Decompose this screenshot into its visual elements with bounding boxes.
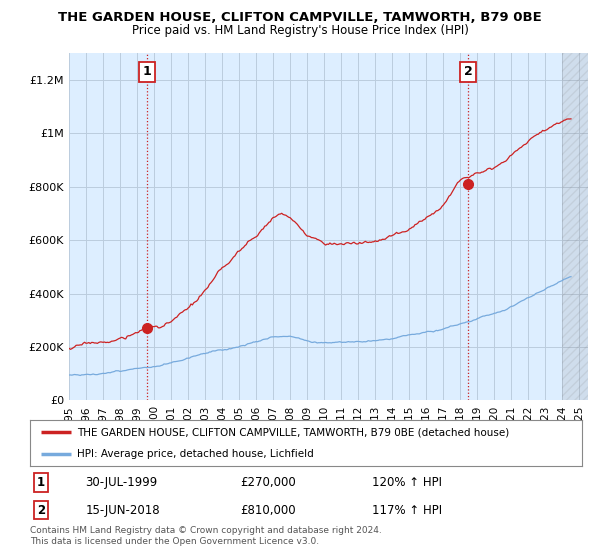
Text: 1: 1 bbox=[37, 477, 45, 489]
Text: Price paid vs. HM Land Registry's House Price Index (HPI): Price paid vs. HM Land Registry's House … bbox=[131, 24, 469, 36]
Text: 120% ↑ HPI: 120% ↑ HPI bbox=[372, 477, 442, 489]
Text: Contains HM Land Registry data © Crown copyright and database right 2024.
This d: Contains HM Land Registry data © Crown c… bbox=[30, 526, 382, 546]
Text: 117% ↑ HPI: 117% ↑ HPI bbox=[372, 503, 442, 516]
Text: THE GARDEN HOUSE, CLIFTON CAMPVILLE, TAMWORTH, B79 0BE (detached house): THE GARDEN HOUSE, CLIFTON CAMPVILLE, TAM… bbox=[77, 427, 509, 437]
Text: 15-JUN-2018: 15-JUN-2018 bbox=[85, 503, 160, 516]
Text: £270,000: £270,000 bbox=[240, 477, 296, 489]
Text: 2: 2 bbox=[464, 66, 473, 78]
Text: THE GARDEN HOUSE, CLIFTON CAMPVILLE, TAMWORTH, B79 0BE: THE GARDEN HOUSE, CLIFTON CAMPVILLE, TAM… bbox=[58, 11, 542, 24]
Text: £810,000: £810,000 bbox=[240, 503, 295, 516]
Bar bbox=[562, 53, 600, 400]
Text: 30-JUL-1999: 30-JUL-1999 bbox=[85, 477, 157, 489]
Text: HPI: Average price, detached house, Lichfield: HPI: Average price, detached house, Lich… bbox=[77, 449, 314, 459]
Text: 1: 1 bbox=[143, 66, 151, 78]
Text: 2: 2 bbox=[37, 503, 45, 516]
